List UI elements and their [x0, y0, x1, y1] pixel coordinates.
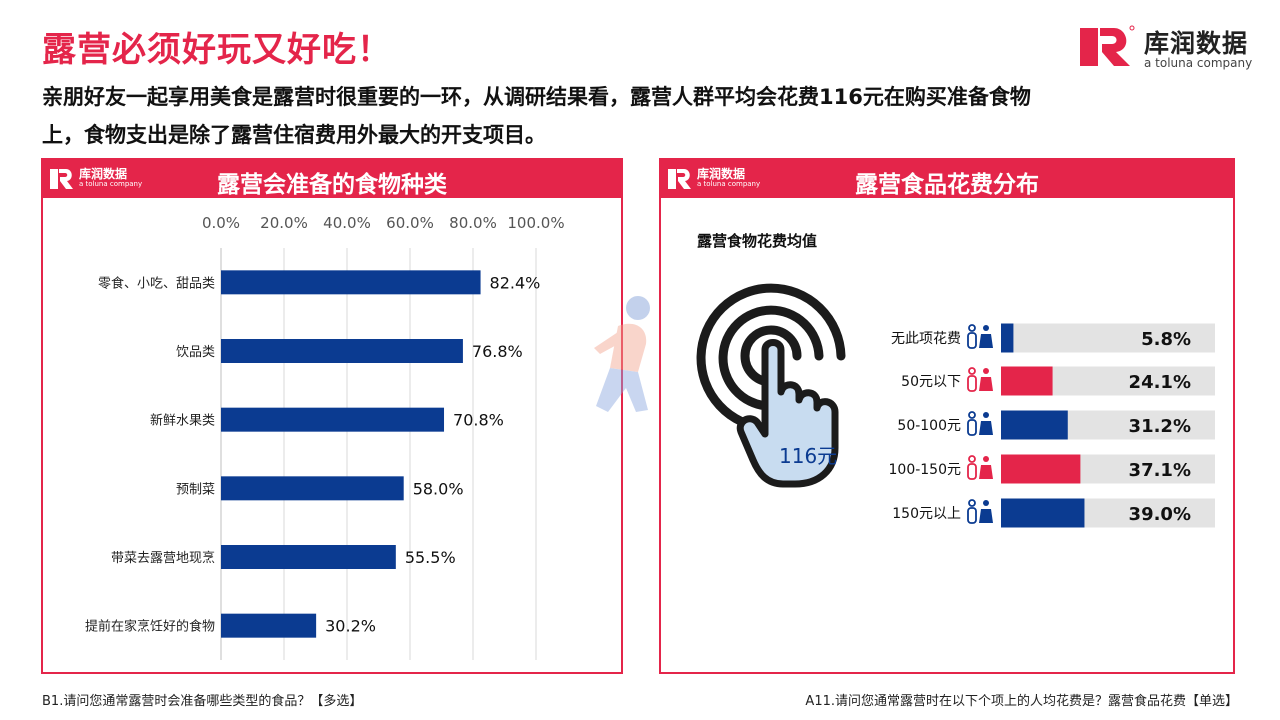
- bar: [1001, 454, 1081, 484]
- category-label: 新鲜水果类: [150, 413, 215, 429]
- bar: [221, 407, 445, 432]
- brand-mark-icon: [1080, 25, 1135, 66]
- value-label: 82.4%: [490, 273, 541, 292]
- value-label: 70.8%: [453, 411, 504, 430]
- category-label: 150元以上: [892, 506, 961, 522]
- people-icon: [967, 499, 993, 524]
- food-spend-bar-chart: 无此项花费 5.8% 50元以下 24.1% 50-100元 31.2% 100-150元 3…: [889, 323, 1215, 528]
- page-title: 露营必须好玩又好吃！: [42, 30, 392, 70]
- value-label: 37.1%: [1129, 460, 1191, 481]
- category-label: 提前在家烹饪好的食物: [85, 619, 215, 635]
- x-tick-label: 40.0%: [323, 214, 371, 232]
- food-types-panel: 库润数据 a toluna company 露营会准备的食物种类 0.0% 20.…: [41, 158, 623, 674]
- runner-illustration-icon: [594, 296, 650, 412]
- category-label: 无此项花费: [891, 331, 961, 347]
- people-icon: [967, 367, 993, 392]
- panel-brand-tagline: a toluna company: [79, 180, 143, 188]
- food-types-bar-chart: 0.0% 20.0% 40.0% 60.0% 80.0% 100.0% 零食、小吃、甜品类 8…: [85, 214, 565, 660]
- avg-spend-value: 116元: [779, 444, 838, 468]
- x-tick-label: 60.0%: [386, 214, 434, 232]
- food-spend-panel: 库润数据 a toluna company 露营食品花费分布 露营食物花费均值 …: [659, 158, 1235, 674]
- bar: [221, 270, 481, 295]
- panel-brand-mark-icon: [50, 169, 73, 189]
- people-icon: [967, 324, 993, 349]
- panel-brand-logo: 库润数据 a toluna company: [49, 165, 149, 193]
- panel-brand-name: 库润数据: [79, 167, 128, 181]
- people-icon: [967, 455, 993, 480]
- bar-track: [1001, 323, 1215, 353]
- bar: [1001, 323, 1014, 353]
- value-label: 55.5%: [405, 548, 456, 567]
- value-label: 58.0%: [413, 479, 464, 498]
- left-footnote: B1.请问您通常露营时会准备哪些类型的食品？【多选】: [42, 694, 363, 709]
- category-label: 预制菜: [176, 482, 215, 497]
- panel-title: 露营会准备的食物种类: [217, 172, 447, 198]
- bar: [221, 476, 404, 501]
- bar: [221, 545, 396, 569]
- panel-header: 库润数据 a toluna company 露营会准备的食物种类: [43, 160, 621, 198]
- panel-brand-tagline: a toluna company: [697, 180, 761, 188]
- category-label: 100-150元: [889, 462, 962, 478]
- category-label: 50-100元: [897, 418, 961, 434]
- bar: [1001, 366, 1053, 396]
- value-label: 76.8%: [472, 342, 523, 361]
- value-label: 5.8%: [1141, 329, 1191, 350]
- value-label: 39.0%: [1129, 504, 1191, 525]
- right-footnote: A11.请问您通常露营时在以下个项上的人均花费是？露营食品花费【单选】: [805, 694, 1238, 709]
- bar: [221, 613, 317, 638]
- category-label: 饮品类: [176, 345, 215, 360]
- brand-logo: 库润数据 a toluna company: [1078, 24, 1268, 72]
- bar: [221, 339, 463, 363]
- x-tick-label: 80.0%: [449, 214, 497, 232]
- panel-brand-mark-icon: [668, 169, 691, 189]
- brand-tagline: a toluna company: [1144, 56, 1253, 70]
- brand-name: 库润数据: [1144, 29, 1249, 58]
- panel-title: 露营食品花费分布: [855, 172, 1039, 198]
- bar: [1001, 410, 1068, 440]
- x-tick-label: 20.0%: [260, 214, 308, 232]
- avg-spend-label: 露营食物花费均值: [697, 232, 818, 250]
- page-subtitle: 亲朋好友一起享用美食是露营时很重要的一环，从调研结果看，露营人群平均会花费116…: [42, 85, 1031, 147]
- value-label: 30.2%: [325, 617, 376, 636]
- category-label: 50元以下: [901, 374, 961, 390]
- category-label: 带菜去露营地现烹: [111, 551, 215, 566]
- x-tick-label: 100.0%: [507, 214, 564, 232]
- value-label: 24.1%: [1129, 372, 1191, 393]
- tap-gesture-icon: [696, 283, 846, 488]
- panel-header: 库润数据 a toluna company 露营食品花费分布: [661, 160, 1233, 198]
- bar: [1001, 498, 1085, 528]
- panel-brand-logo: 库润数据 a toluna company: [667, 165, 767, 193]
- category-label: 零食、小吃、甜品类: [98, 275, 215, 291]
- panel-brand-name: 库润数据: [697, 167, 746, 181]
- value-label: 31.2%: [1129, 416, 1191, 437]
- people-icon: [967, 411, 993, 436]
- x-tick-label: 0.0%: [202, 214, 240, 232]
